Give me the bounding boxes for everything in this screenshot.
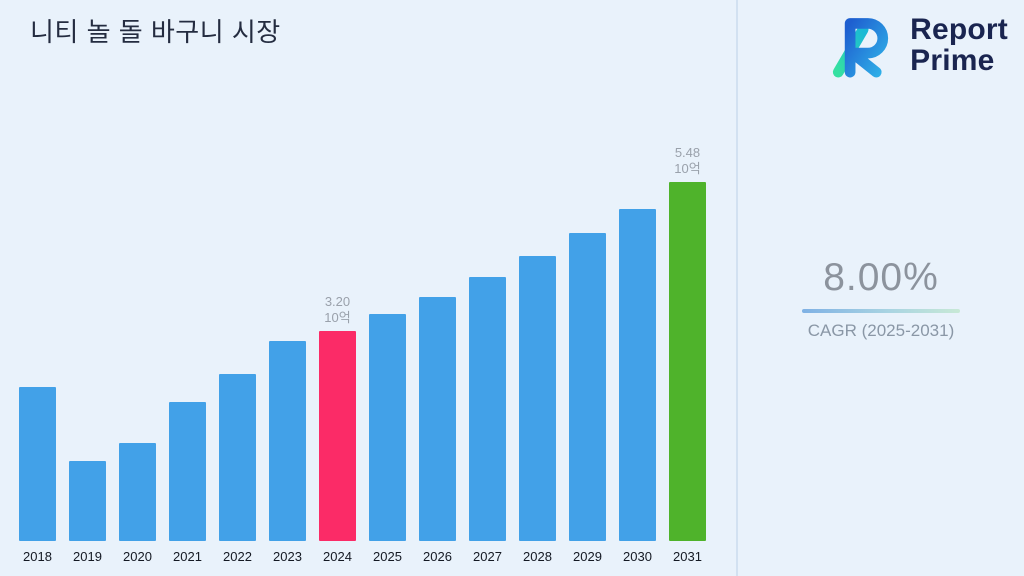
annotation-value: 5.48	[674, 144, 701, 160]
bar-column: 2029	[569, 233, 606, 564]
x-axis-label: 2022	[223, 549, 252, 564]
cagr-value: 8.00%	[823, 256, 939, 299]
brand-name-line1: Report	[910, 13, 1008, 47]
brand-name-line2: Prime	[910, 44, 995, 77]
bar-column: 3.20 10억 2024	[319, 294, 356, 564]
bar-2030	[619, 209, 656, 541]
bar-2018	[19, 387, 56, 541]
x-axis-label: 2027	[473, 549, 502, 564]
bar-2024	[319, 331, 356, 541]
bar-column: 2030	[619, 209, 656, 564]
cagr-block: 8.00% CAGR (2025-2031)	[738, 256, 1024, 341]
bar-2027	[469, 277, 506, 541]
x-axis-label: 2029	[573, 549, 602, 564]
bar-column: 5.48 10억 2031	[669, 145, 706, 564]
x-axis-label: 2026	[423, 549, 452, 564]
cagr-label: CAGR (2025-2031)	[807, 321, 955, 340]
bar-column: 2019	[69, 461, 106, 564]
x-axis-label: 2030	[623, 549, 652, 564]
bar-2029	[569, 233, 606, 541]
bar-2023	[269, 341, 306, 541]
bar-value-annotation: 5.48 10억	[674, 145, 700, 178]
bar-column: 2028	[519, 256, 556, 564]
bar-2019	[69, 461, 106, 541]
bar-column: 2025	[369, 314, 406, 564]
x-axis-label: 2031	[673, 549, 702, 564]
cagr-accent-line	[802, 309, 960, 313]
bar-column: 2027	[469, 277, 506, 564]
x-axis-label: 2018	[23, 549, 52, 564]
bar-value-annotation: 3.20 10억	[324, 294, 350, 327]
bar-2021	[169, 402, 206, 541]
page-title: 니티 놀 돌 바구니 시장	[30, 17, 281, 47]
bar-column: 2020	[119, 443, 156, 564]
report-prime-logo-icon	[833, 18, 889, 78]
annotation-unit: 10억	[674, 160, 701, 176]
bar-2025	[369, 314, 406, 541]
bar-2022	[219, 374, 256, 541]
vertical-divider	[736, 0, 738, 576]
x-axis-label: 2021	[173, 549, 202, 564]
bar-2020	[119, 443, 156, 541]
annotation-unit: 10억	[324, 309, 351, 325]
x-axis-label: 2025	[373, 549, 402, 564]
bar-column: 2018	[19, 387, 56, 564]
bar-column: 2023	[269, 341, 306, 564]
x-axis-label: 2023	[273, 549, 302, 564]
report-prime-logo: Report Prime	[824, 8, 1008, 84]
x-axis-label: 2024	[323, 549, 352, 564]
bar-2031	[669, 182, 706, 541]
brand-name: Report Prime	[910, 15, 1008, 76]
x-axis-label: 2019	[73, 549, 102, 564]
bar-2028	[519, 256, 556, 541]
bar-column: 2021	[169, 402, 206, 564]
x-axis-label: 2020	[123, 549, 152, 564]
bar-column: 2026	[419, 297, 456, 564]
annotation-value: 3.20	[324, 293, 351, 309]
bar-chart: 2018 2019 2020 2021 2022 2023 3.20 10억 2024 2025 2…	[19, 145, 706, 564]
x-axis-label: 2028	[523, 549, 552, 564]
bar-2026	[419, 297, 456, 541]
right-panel: Report Prime 8.00% CAGR (2025-2031)	[738, 0, 1024, 576]
bar-column: 2022	[219, 374, 256, 564]
